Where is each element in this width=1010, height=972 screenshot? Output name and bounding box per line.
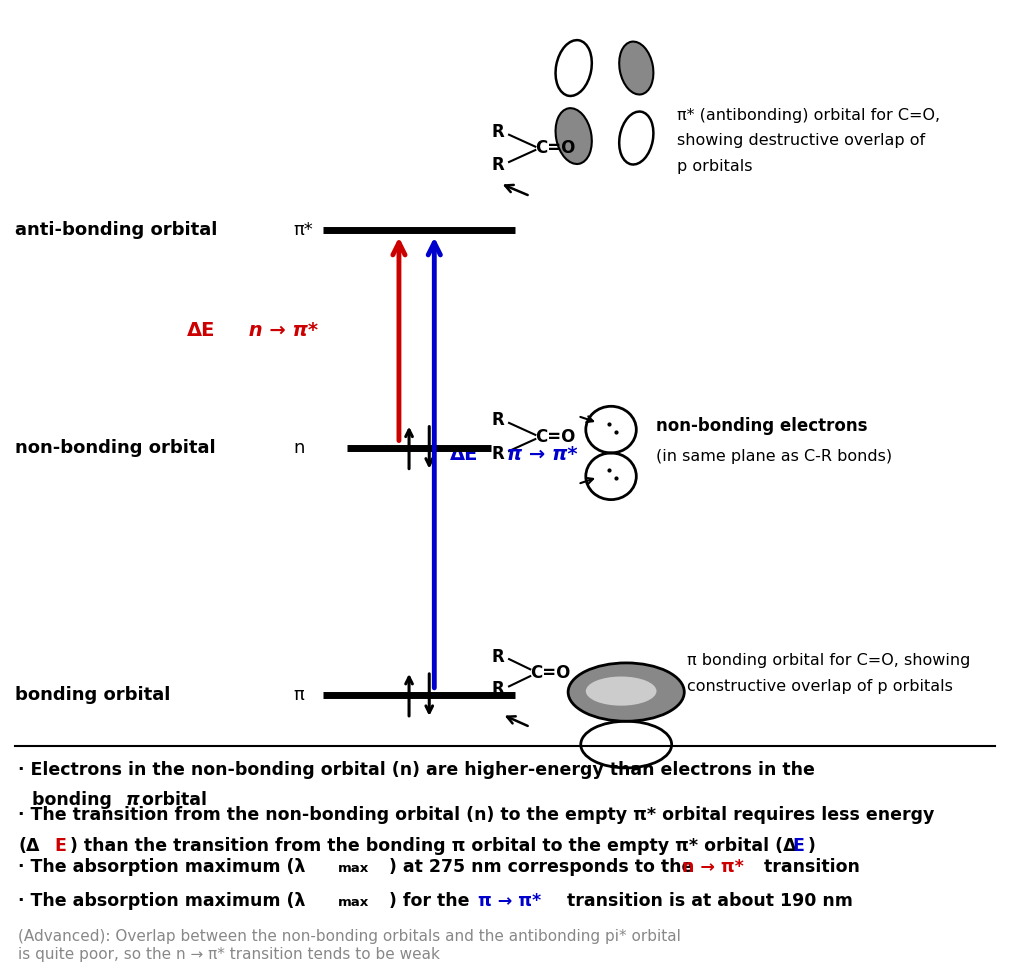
Text: transition is at about 190 nm: transition is at about 190 nm <box>561 892 852 910</box>
Text: max: max <box>338 896 370 909</box>
Text: π → π*: π → π* <box>478 892 541 910</box>
Text: · The transition from the non-bonding orbital (n) to the empty π* orbital requir: · The transition from the non-bonding or… <box>18 806 934 823</box>
Text: R: R <box>492 156 505 174</box>
Text: E: E <box>793 837 805 855</box>
Text: ): ) <box>808 837 816 855</box>
Text: · The absorption maximum (λ: · The absorption maximum (λ <box>18 857 306 876</box>
Text: π: π <box>293 686 304 704</box>
Text: anti-bonding orbital: anti-bonding orbital <box>15 222 217 239</box>
Text: π: π <box>125 791 139 810</box>
Text: bonding: bonding <box>32 791 118 810</box>
Text: π → π*: π → π* <box>500 444 578 464</box>
Text: ) for the: ) for the <box>389 892 476 910</box>
Text: C=O: C=O <box>535 428 576 445</box>
Text: p orbitals: p orbitals <box>677 158 752 174</box>
Text: constructive overlap of p orbitals: constructive overlap of p orbitals <box>687 678 952 694</box>
Text: R: R <box>492 123 505 141</box>
Text: C=O: C=O <box>530 664 571 681</box>
Text: E: E <box>55 837 67 855</box>
Text: R: R <box>492 411 505 430</box>
Ellipse shape <box>586 677 656 706</box>
Text: (Advanced): Overlap between the non-bonding orbitals and the antibonding pi* orb: (Advanced): Overlap between the non-bond… <box>18 929 681 961</box>
Text: orbital: orbital <box>136 791 207 810</box>
Text: π* (antibonding) orbital for C=O,: π* (antibonding) orbital for C=O, <box>677 108 940 122</box>
Text: non-bonding electrons: non-bonding electrons <box>656 417 868 435</box>
Text: π*: π* <box>293 222 313 239</box>
Text: ΔE: ΔE <box>187 321 215 340</box>
Ellipse shape <box>556 108 592 164</box>
Text: R: R <box>492 680 505 698</box>
Text: n: n <box>293 438 304 457</box>
Text: showing destructive overlap of: showing destructive overlap of <box>677 133 925 148</box>
Text: (Δ: (Δ <box>18 837 39 855</box>
Text: ) at 275 nm corresponds to the: ) at 275 nm corresponds to the <box>389 857 699 876</box>
Text: n → π*: n → π* <box>242 321 318 340</box>
Text: bonding orbital: bonding orbital <box>15 686 171 704</box>
Text: transition: transition <box>758 857 860 876</box>
Text: · The absorption maximum (λ: · The absorption maximum (λ <box>18 892 306 910</box>
Text: R: R <box>492 647 505 666</box>
Text: max: max <box>338 862 370 875</box>
Text: n → π*: n → π* <box>682 857 743 876</box>
Text: · Electrons in the non-bonding orbital (n) are higher-energy than electrons in t: · Electrons in the non-bonding orbital (… <box>18 760 815 779</box>
Text: C=O: C=O <box>535 139 576 157</box>
Text: non-bonding orbital: non-bonding orbital <box>15 438 216 457</box>
Text: R: R <box>492 444 505 463</box>
Text: (in same plane as C-R bonds): (in same plane as C-R bonds) <box>656 449 893 464</box>
Text: π bonding orbital for C=O, showing: π bonding orbital for C=O, showing <box>687 653 971 669</box>
Text: ) than the transition from the bonding π orbital to the empty π* orbital (Δ: ) than the transition from the bonding π… <box>70 837 796 855</box>
Ellipse shape <box>619 42 653 94</box>
Text: ΔE: ΔE <box>449 444 478 464</box>
Ellipse shape <box>568 663 685 721</box>
